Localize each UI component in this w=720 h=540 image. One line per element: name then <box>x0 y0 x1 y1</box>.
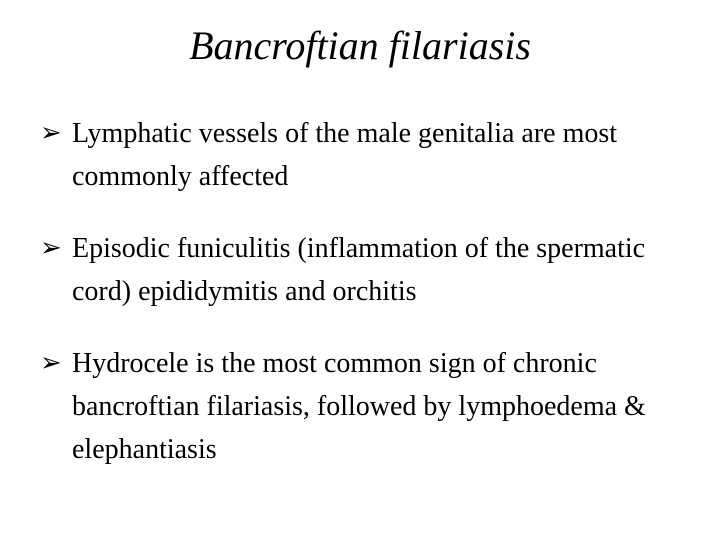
slide-title: Bancroftian filariasis <box>0 22 720 69</box>
bullet-text: Lymphatic vessels of the male genitalia … <box>72 118 617 192</box>
list-item: ➢ Episodic funiculitis (inflammation of … <box>40 227 680 314</box>
chevron-right-icon: ➢ <box>40 227 62 267</box>
list-item: ➢ Lymphatic vessels of the male genitali… <box>40 112 680 199</box>
slide-body: ➢ Lymphatic vessels of the male genitali… <box>40 112 680 500</box>
bullet-text: Episodic funiculitis (inflammation of th… <box>72 233 645 307</box>
chevron-right-icon: ➢ <box>40 112 62 152</box>
list-item: ➢ Hydrocele is the most common sign of c… <box>40 342 680 472</box>
slide: Bancroftian filariasis ➢ Lymphatic vesse… <box>0 0 720 540</box>
chevron-right-icon: ➢ <box>40 342 62 382</box>
bullet-text: Hydrocele is the most common sign of chr… <box>72 348 646 466</box>
